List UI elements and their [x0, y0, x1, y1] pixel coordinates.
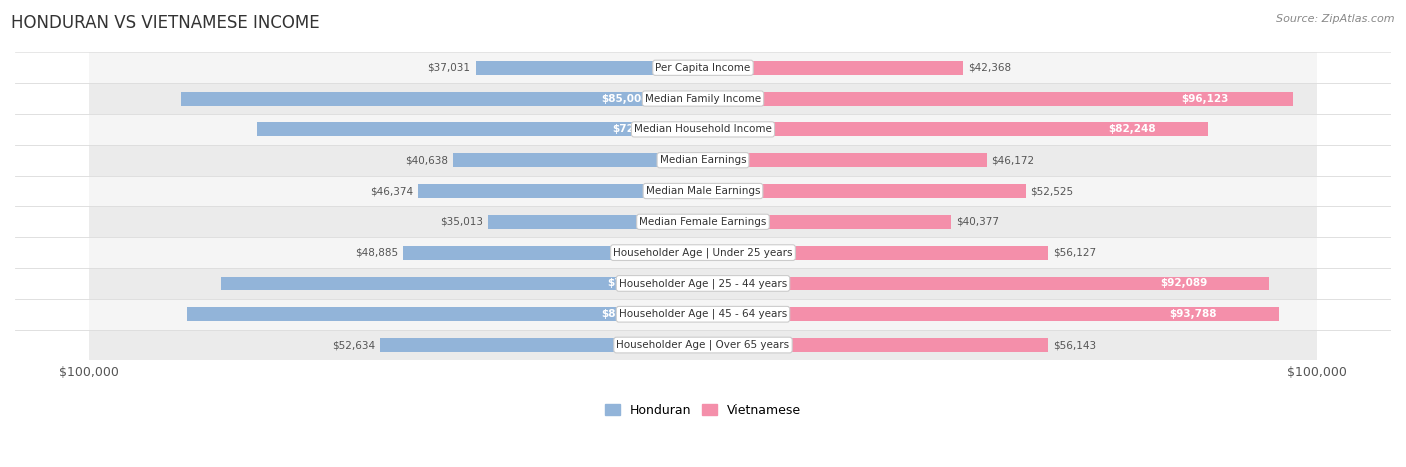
- Bar: [89, 206, 1317, 237]
- Text: $40,638: $40,638: [405, 155, 449, 165]
- Text: $40,377: $40,377: [956, 217, 998, 227]
- Bar: [257, 122, 703, 136]
- Bar: [703, 184, 1025, 198]
- Bar: [89, 268, 1317, 299]
- Bar: [703, 215, 950, 229]
- Text: Median Family Income: Median Family Income: [645, 93, 761, 104]
- Text: $56,127: $56,127: [1053, 248, 1095, 258]
- Bar: [89, 299, 1317, 330]
- Bar: [703, 153, 987, 167]
- Bar: [488, 215, 703, 229]
- Text: Householder Age | Over 65 years: Householder Age | Over 65 years: [616, 340, 790, 350]
- Text: $46,374: $46,374: [370, 186, 413, 196]
- Bar: [89, 176, 1317, 206]
- Text: $85,004: $85,004: [600, 93, 648, 104]
- Bar: [703, 122, 1208, 136]
- Bar: [89, 145, 1317, 176]
- Text: $96,123: $96,123: [1181, 93, 1229, 104]
- Text: $46,172: $46,172: [991, 155, 1035, 165]
- Text: Median Female Earnings: Median Female Earnings: [640, 217, 766, 227]
- Text: Source: ZipAtlas.com: Source: ZipAtlas.com: [1277, 14, 1395, 24]
- Text: $92,089: $92,089: [1160, 278, 1208, 289]
- Bar: [181, 92, 703, 106]
- Text: HONDURAN VS VIETNAMESE INCOME: HONDURAN VS VIETNAMESE INCOME: [11, 14, 321, 32]
- Bar: [703, 246, 1047, 260]
- Bar: [89, 114, 1317, 145]
- Text: $35,013: $35,013: [440, 217, 484, 227]
- Bar: [89, 52, 1317, 83]
- Legend: Honduran, Vietnamese: Honduran, Vietnamese: [600, 399, 806, 422]
- Text: Median Household Income: Median Household Income: [634, 124, 772, 134]
- Text: $56,143: $56,143: [1053, 340, 1095, 350]
- Text: $78,540: $78,540: [607, 278, 655, 289]
- Bar: [703, 61, 963, 75]
- Bar: [89, 83, 1317, 114]
- Bar: [221, 276, 703, 290]
- Text: $52,525: $52,525: [1031, 186, 1074, 196]
- Bar: [418, 184, 703, 198]
- Text: $82,248: $82,248: [1109, 124, 1156, 134]
- Text: $52,634: $52,634: [332, 340, 375, 350]
- Text: Median Male Earnings: Median Male Earnings: [645, 186, 761, 196]
- Text: Per Capita Income: Per Capita Income: [655, 63, 751, 73]
- Bar: [380, 338, 703, 352]
- Text: Householder Age | Under 25 years: Householder Age | Under 25 years: [613, 248, 793, 258]
- Bar: [89, 237, 1317, 268]
- Bar: [703, 338, 1047, 352]
- Bar: [475, 61, 703, 75]
- Text: Median Earnings: Median Earnings: [659, 155, 747, 165]
- Bar: [703, 92, 1294, 106]
- Bar: [703, 276, 1268, 290]
- Bar: [453, 153, 703, 167]
- Text: $72,588: $72,588: [612, 124, 659, 134]
- Text: $48,885: $48,885: [354, 248, 398, 258]
- Bar: [89, 330, 1317, 361]
- Text: $42,368: $42,368: [969, 63, 1011, 73]
- Bar: [402, 246, 703, 260]
- Bar: [703, 307, 1279, 321]
- Text: $93,788: $93,788: [1168, 309, 1216, 319]
- Text: Householder Age | 45 - 64 years: Householder Age | 45 - 64 years: [619, 309, 787, 319]
- Bar: [187, 307, 703, 321]
- Text: $37,031: $37,031: [427, 63, 471, 73]
- Text: $84,079: $84,079: [602, 309, 650, 319]
- Text: Householder Age | 25 - 44 years: Householder Age | 25 - 44 years: [619, 278, 787, 289]
